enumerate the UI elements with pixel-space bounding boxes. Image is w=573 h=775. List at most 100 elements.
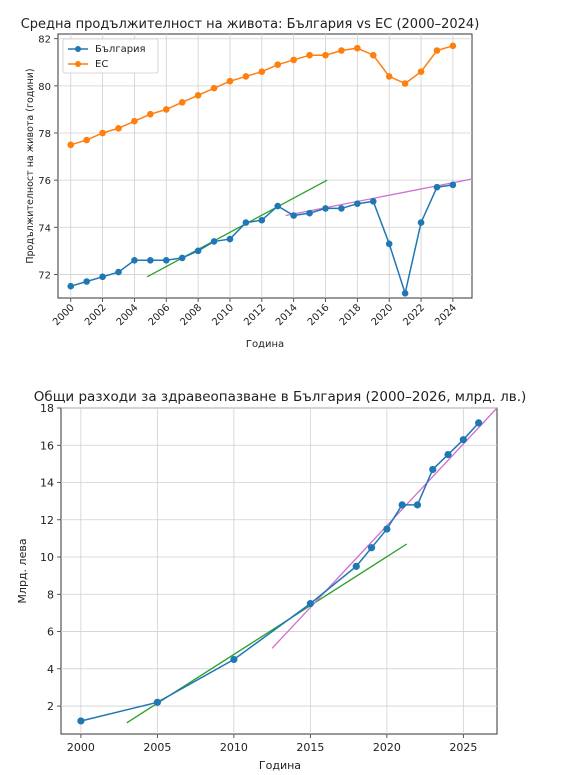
- data-point: [385, 240, 393, 248]
- data-point: [306, 51, 313, 59]
- data-point: [131, 117, 138, 125]
- x-tick-label: 2008: [178, 302, 204, 328]
- x-tick-label: 2024: [433, 302, 459, 328]
- data-point: [354, 44, 361, 52]
- data-point: [147, 256, 154, 264]
- data-point: [383, 525, 391, 533]
- data-point: [178, 99, 186, 106]
- data-point: [459, 436, 467, 444]
- health-spending-chart: Общи разходи за здравеопазване в Българи…: [16, 389, 526, 772]
- data-point: [162, 106, 170, 113]
- y-tick-label: 78: [38, 129, 51, 140]
- data-point: [322, 205, 329, 212]
- x-tick-label: 2025: [449, 741, 477, 754]
- data-point: [274, 61, 282, 68]
- trend-line-2: [285, 178, 473, 217]
- data-point: [449, 42, 457, 50]
- data-point: [258, 68, 266, 76]
- data-point: [115, 268, 122, 276]
- data-point: [290, 212, 297, 219]
- y-tick-label: 2: [47, 700, 54, 713]
- data-point: [67, 141, 75, 149]
- data-point: [369, 51, 377, 59]
- y-tick-label: 12: [40, 514, 54, 527]
- data-point: [153, 698, 161, 706]
- y-tick-label: 8: [47, 588, 54, 601]
- data-point: [306, 209, 313, 217]
- x-tick-label: 2020: [373, 741, 401, 754]
- data-point: [444, 450, 452, 459]
- data-point: [433, 47, 441, 54]
- x-tick-label: 2022: [401, 302, 427, 328]
- chart1-title: Средна продължителност на живота: Българ…: [21, 17, 480, 32]
- y-tick-label: 76: [38, 176, 51, 187]
- data-point: [352, 562, 360, 570]
- y-tick-label: 14: [40, 477, 54, 490]
- data-point: [67, 282, 75, 290]
- data-point: [226, 77, 234, 85]
- chart1-legend: България ЕС: [62, 38, 159, 74]
- data-point: [429, 465, 437, 474]
- data-point: [99, 273, 106, 281]
- data-point: [258, 216, 266, 224]
- data-point: [433, 183, 441, 191]
- data-point: [401, 80, 409, 87]
- data-point: [242, 219, 250, 226]
- x-tick-label: 2000: [51, 302, 77, 328]
- chart2-frame: [60, 407, 498, 735]
- y-tick-label: 16: [40, 439, 54, 452]
- chart1-frame: [57, 33, 473, 299]
- x-tick-label: 2020: [370, 302, 396, 328]
- y-tick-label: 74: [38, 223, 51, 234]
- data-point: [306, 600, 314, 608]
- chart2-title: Общи разходи за здравеопазване в Българи…: [34, 389, 527, 405]
- data-point: [475, 419, 483, 427]
- data-point: [367, 544, 376, 552]
- x-tick-label: 2002: [83, 302, 109, 328]
- x-tick-label: 2014: [274, 302, 300, 328]
- data-point: [242, 73, 250, 80]
- data-point: [147, 110, 154, 118]
- data-point: [230, 655, 238, 664]
- chart2-x-axis-label: Година: [259, 759, 301, 772]
- x-tick-label: 2018: [338, 302, 364, 328]
- x-tick-label: 2016: [306, 302, 332, 328]
- data-point: [398, 501, 406, 509]
- legend-eu-label: ЕС: [95, 59, 108, 70]
- x-tick-label: 2004: [115, 302, 141, 328]
- legend-eu-marker: [75, 61, 81, 67]
- data-point: [194, 247, 202, 255]
- life-expectancy-chart: Средна продължителност на живота: Българ…: [21, 17, 480, 350]
- trend-line-1: [146, 179, 328, 278]
- data-point: [401, 289, 409, 297]
- data-point: [290, 56, 297, 64]
- data-point: [226, 235, 234, 243]
- data-point: [449, 181, 457, 189]
- x-tick-label: 2010: [220, 741, 248, 754]
- y-tick-label: 4: [47, 663, 54, 676]
- data-point: [417, 219, 425, 226]
- data-point: [413, 501, 422, 509]
- data-point: [338, 47, 345, 54]
- chart1-y-axis-label: Продължителност на живота (години): [25, 68, 36, 263]
- data-point: [115, 124, 122, 132]
- y-tick-label: 18: [40, 402, 54, 415]
- data-point: [77, 717, 85, 725]
- x-tick-label: 2000: [67, 741, 95, 754]
- data-point: [210, 238, 218, 245]
- data-point: [354, 200, 361, 208]
- data-point: [417, 68, 425, 76]
- chart1-x-axis-label: Година: [246, 339, 284, 350]
- chart2-y-axis-label: Млрд. лева: [16, 538, 29, 603]
- y-tick-label: 82: [38, 35, 51, 46]
- data-point: [162, 256, 170, 264]
- data-point: [385, 73, 393, 80]
- x-tick-label: 2006: [147, 302, 173, 328]
- y-tick-label: 6: [47, 626, 54, 639]
- y-tick-label: 72: [38, 270, 51, 281]
- y-tick-label: 10: [40, 551, 54, 564]
- series-line-1: [80, 422, 480, 722]
- data-point: [369, 198, 377, 205]
- data-point: [322, 51, 329, 59]
